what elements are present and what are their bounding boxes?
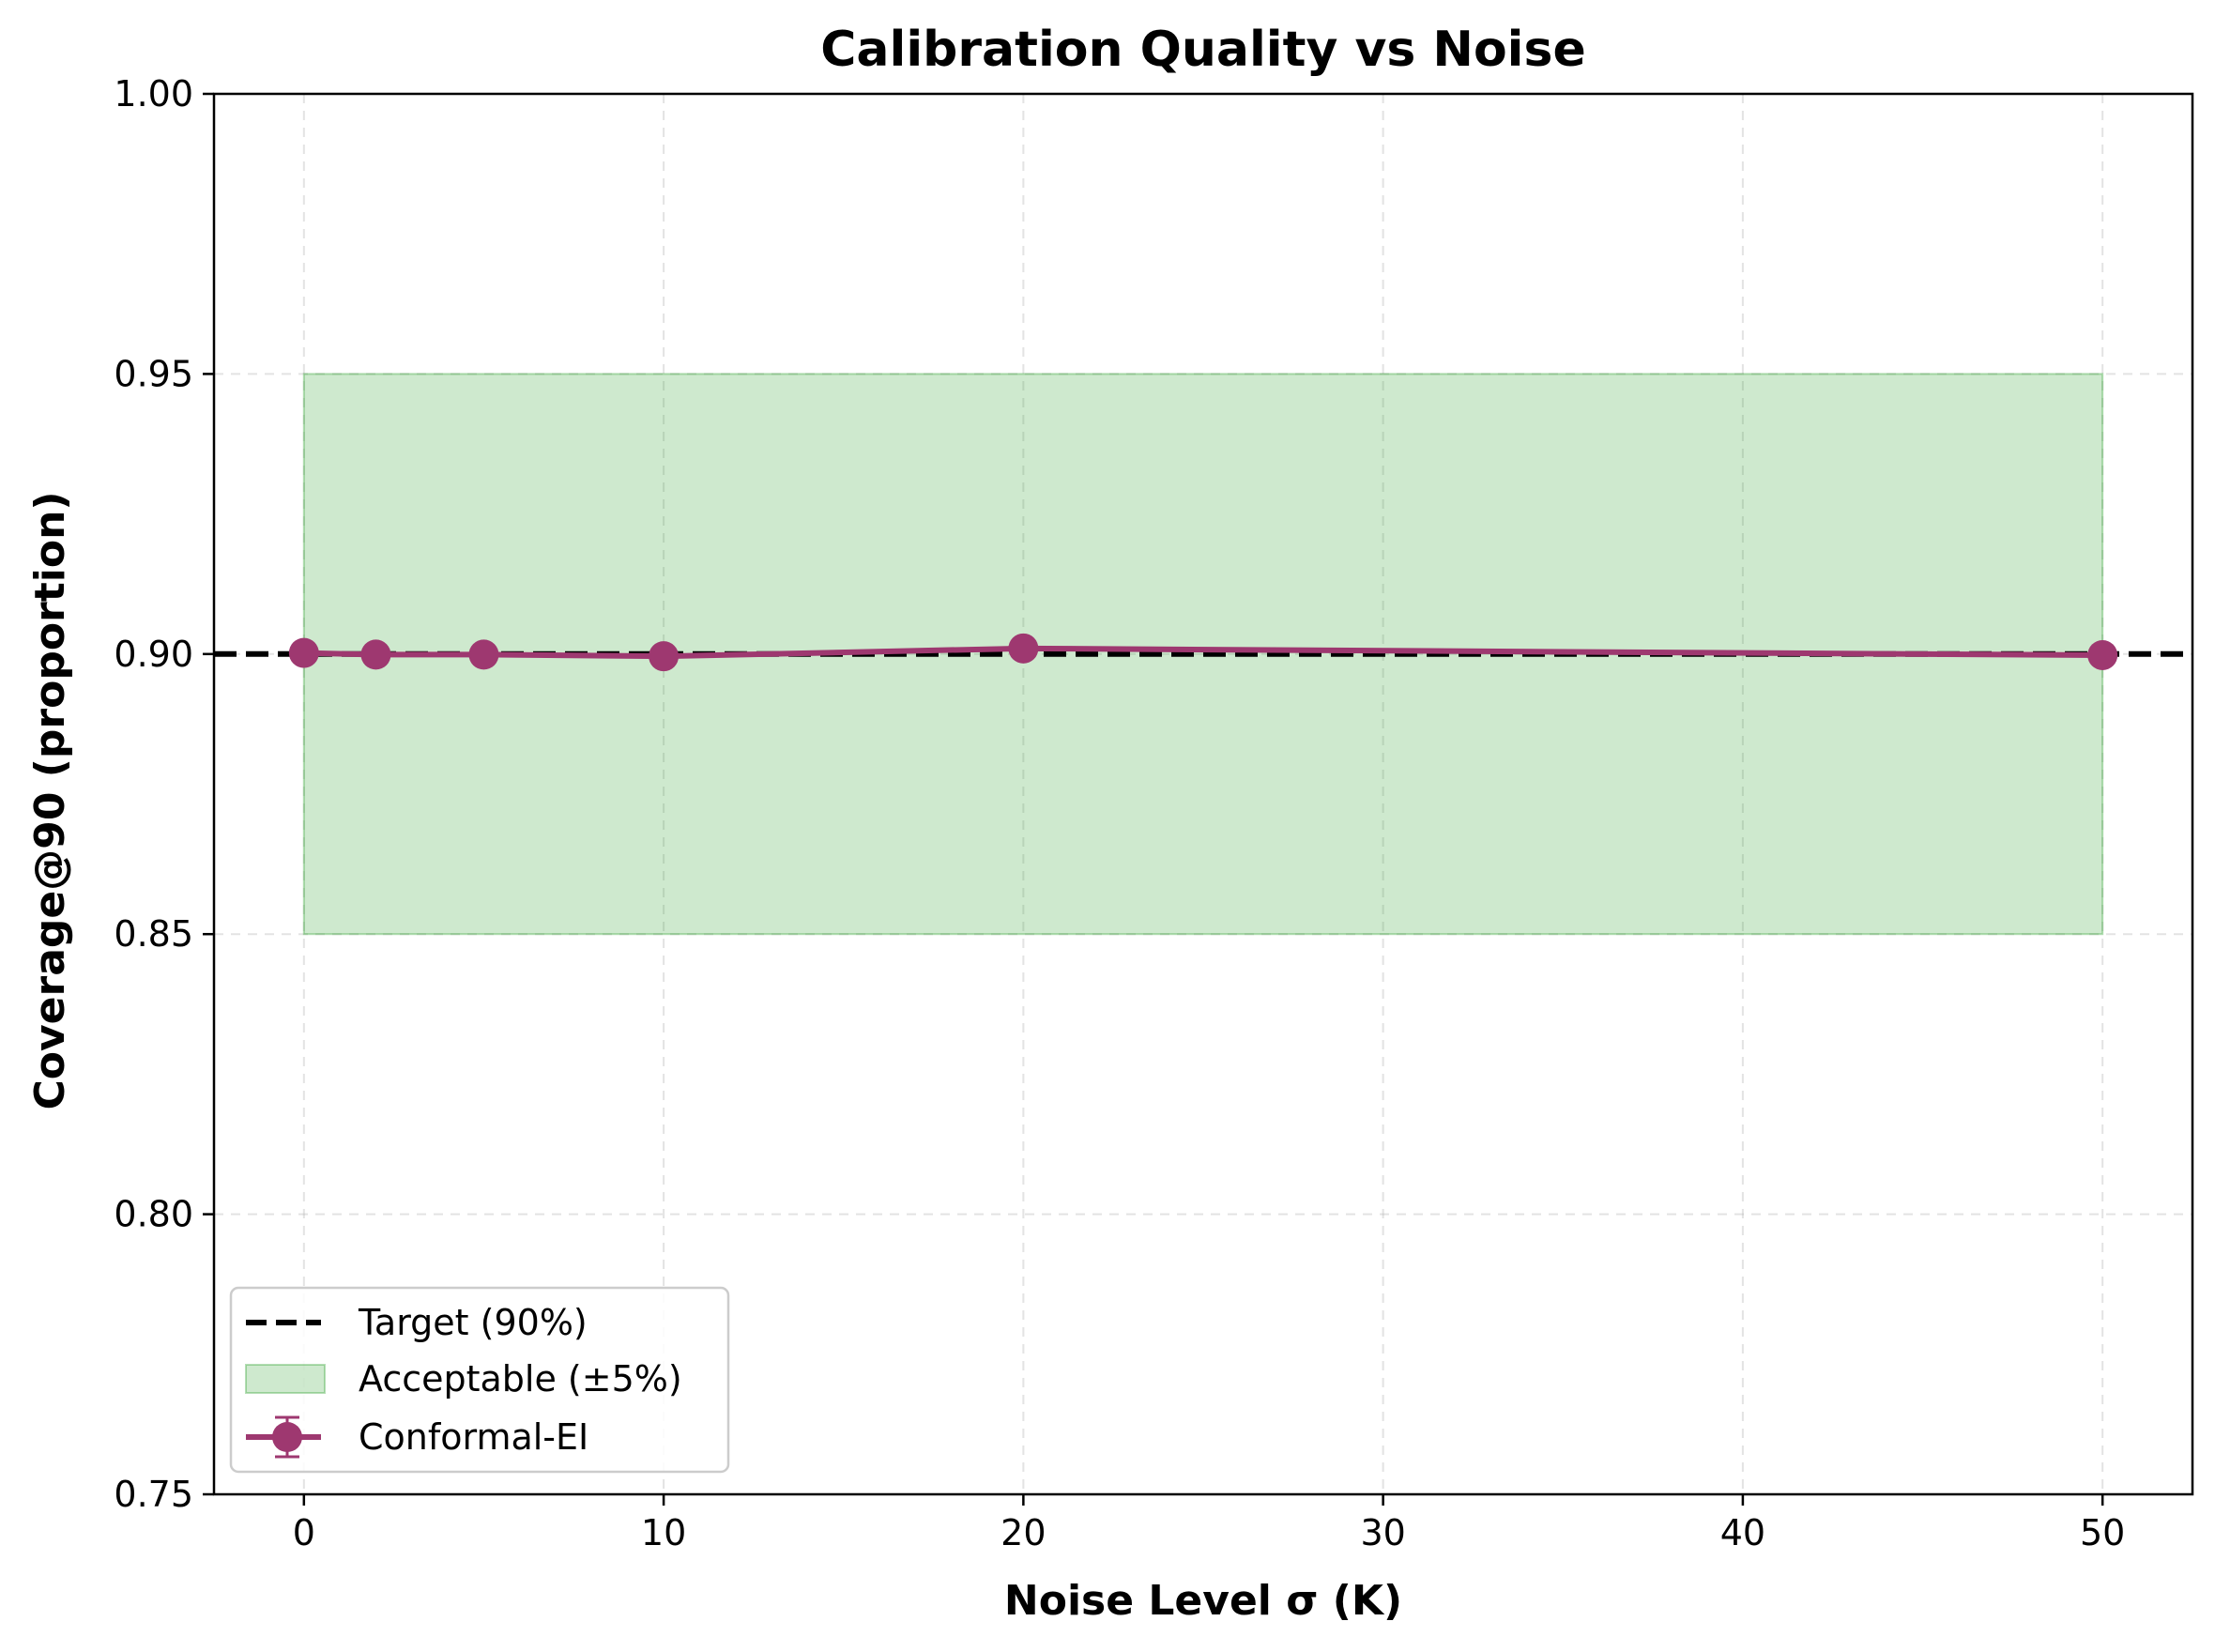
- x-tick-label: 40: [1720, 1512, 1765, 1553]
- x-axis-ticks: 0 10 20 30 40 50: [293, 1494, 2125, 1553]
- grid: [214, 93, 2192, 1495]
- legend-box: [229, 1286, 730, 1474]
- x-tick-label: 20: [1001, 1512, 1046, 1553]
- x-tick-label: 30: [1360, 1512, 1405, 1553]
- x-tick-label: 10: [641, 1512, 686, 1553]
- data-point: [360, 639, 391, 670]
- y-tick-label: 0.80: [114, 1194, 193, 1235]
- x-tick-label: 0: [293, 1512, 315, 1553]
- y-tick-label: 1.00: [114, 73, 193, 115]
- x-tick-label: 50: [2080, 1512, 2125, 1553]
- data-point: [288, 637, 319, 668]
- legend-series-label: Conformal-EI: [359, 1416, 588, 1458]
- legend-band-label: Acceptable (±5%): [359, 1358, 682, 1400]
- legend-series-swatch: [246, 1415, 321, 1459]
- legend-band-swatch: [245, 1364, 326, 1394]
- plot-frame: [212, 92, 2194, 1496]
- y-tick-label: 0.75: [114, 1474, 193, 1515]
- data-point: [468, 639, 499, 670]
- y-tick-label: 0.95: [114, 353, 193, 394]
- data-point: [2087, 639, 2118, 670]
- y-tick-label: 0.85: [114, 913, 193, 955]
- legend: Target (90%) Acceptable (±5%) Conformal-…: [229, 1286, 730, 1474]
- y-axis-label: Coverage@90 (proportion): [26, 491, 74, 1109]
- x-axis-label: Noise Level σ (K): [1004, 1577, 1402, 1625]
- chart-title: Calibration Quality vs Noise: [820, 22, 1585, 78]
- series-layer: [288, 633, 2118, 672]
- y-tick-label: 0.90: [114, 634, 193, 675]
- data-point: [1008, 633, 1039, 664]
- data-point: [649, 641, 680, 672]
- legend-target-label: Target (90%): [358, 1302, 588, 1343]
- y-axis-ticks: 0.75 0.80 0.85 0.90 0.95 1.00: [114, 73, 214, 1515]
